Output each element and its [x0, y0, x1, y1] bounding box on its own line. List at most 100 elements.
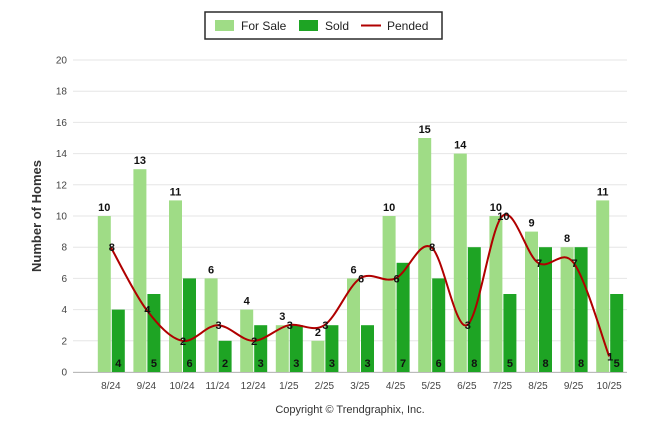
x-tick-label: 4/25: [386, 381, 406, 392]
bar-sold: [396, 262, 410, 372]
bar-for-sale: [311, 340, 325, 372]
copyright-text: Copyright © Trendgraphix, Inc.: [275, 404, 424, 416]
y-tick-label: 20: [56, 56, 68, 67]
legend-box: [204, 11, 443, 40]
bar-for-sale: [453, 153, 467, 372]
bar-sold: [432, 278, 446, 372]
y-tick-label: 2: [61, 336, 67, 347]
bar-for-sale: [275, 325, 289, 372]
x-tick-label: 8/24: [101, 381, 121, 392]
data-label-pended: 6: [394, 273, 400, 285]
data-label-sold: 5: [151, 358, 157, 370]
data-label-for-sale: 13: [134, 155, 146, 167]
data-label-pended: 3: [216, 320, 222, 332]
pended-line: [109, 213, 611, 357]
bar-sold: [183, 278, 196, 372]
data-label-pended: 6: [358, 273, 364, 285]
x-tick-label: 7/25: [493, 381, 513, 392]
bar-for-sale: [418, 138, 432, 372]
legend: For Sale Sold Pended: [204, 11, 443, 40]
y-tick-label: 10: [56, 212, 68, 223]
x-tick-label: 10/24: [169, 381, 194, 392]
data-label-for-sale: 2: [315, 327, 321, 339]
bar-for-sale: [382, 216, 396, 372]
data-label-pended: 2: [251, 336, 257, 348]
data-label-sold: 3: [329, 358, 335, 370]
y-tick-label: 4: [61, 305, 67, 316]
bar-for-sale: [525, 231, 538, 372]
data-label-sold: 8: [542, 358, 548, 370]
data-labels: 1041351166243332363107156148105988811584…: [98, 124, 620, 370]
data-label-for-sale: 15: [419, 124, 431, 136]
data-label-pended: 3: [465, 320, 471, 332]
data-label-for-sale: 11: [597, 186, 609, 198]
y-tick-label: 16: [56, 118, 68, 129]
data-label-pended: 8: [109, 242, 115, 254]
data-label-sold: 4: [115, 358, 122, 370]
data-label-sold: 6: [436, 358, 442, 370]
data-label-pended: 10: [497, 211, 509, 223]
y-tick-label: 0: [61, 368, 67, 379]
bar-for-sale: [169, 200, 182, 372]
data-label-for-sale: 6: [350, 264, 356, 276]
data-label-sold: 8: [471, 358, 477, 370]
x-tick-label: 12/24: [241, 381, 266, 392]
x-tick-label: 5/25: [421, 381, 441, 392]
data-label-pended: 1: [607, 351, 613, 363]
bar-for-sale: [240, 309, 254, 372]
bar-for-sale: [489, 216, 503, 372]
bar-sold: [218, 340, 232, 372]
data-label-pended: 8: [429, 242, 435, 254]
data-label-pended: 3: [322, 320, 328, 332]
bar-sold: [574, 247, 588, 372]
bar-sold: [503, 294, 517, 372]
data-label-sold: 5: [614, 358, 620, 370]
legend-label-for-sale: For Sale: [241, 19, 287, 33]
bar-sold: [289, 325, 303, 372]
y-axis-ticks: 0 2 4 6 8 10 12 14 16 18 20: [56, 56, 68, 379]
legend-swatch-for-sale: [215, 20, 234, 31]
data-label-sold: 3: [364, 358, 370, 370]
data-label-pended: 3: [287, 320, 293, 332]
bar-for-sale: [560, 247, 574, 372]
x-tick-label: 1/25: [279, 381, 299, 392]
bar-sold: [610, 294, 624, 372]
y-tick-label: 12: [56, 180, 68, 191]
data-label-sold: 7: [400, 358, 406, 370]
x-tick-label: 2/25: [315, 381, 335, 392]
bars: [97, 138, 624, 372]
data-label-for-sale: 11: [170, 186, 182, 198]
y-axis-label: Number of Homes: [29, 160, 44, 272]
legend-label-sold: Sold: [325, 19, 349, 33]
x-tick-label: 11/24: [205, 381, 230, 392]
y-tick-label: 6: [61, 274, 67, 285]
data-label-sold: 6: [186, 358, 192, 370]
data-label-for-sale: 9: [528, 218, 534, 230]
data-label-sold: 3: [293, 358, 299, 370]
legend-swatch-sold: [299, 20, 318, 31]
y-tick-label: 14: [56, 149, 68, 160]
data-label-sold: 3: [258, 358, 264, 370]
data-label-pended: 7: [572, 258, 578, 270]
data-label-for-sale: 4: [244, 296, 251, 308]
y-tick-label: 8: [61, 243, 67, 254]
data-label-for-sale: 10: [98, 202, 110, 214]
bar-for-sale: [204, 278, 218, 372]
legend-label-pended: Pended: [387, 19, 428, 33]
bar-sold: [361, 325, 374, 372]
x-tick-label: 9/25: [564, 381, 584, 392]
bar-sold: [111, 309, 125, 372]
bar-for-sale: [133, 169, 147, 372]
data-label-sold: 5: [507, 358, 513, 370]
bar-for-sale: [596, 200, 610, 372]
data-label-sold: 2: [222, 358, 228, 370]
data-label-pended: 2: [180, 336, 186, 348]
x-tick-label: 10/25: [597, 381, 622, 392]
x-axis-ticks: 8/24 9/24 10/24 11/24 12/24 1/25 2/25 3/25 4/25 5…: [101, 381, 622, 392]
data-label-for-sale: 10: [490, 202, 502, 214]
x-tick-label: 3/25: [350, 381, 370, 392]
bar-for-sale: [97, 216, 111, 372]
x-tick-label: 6/25: [457, 381, 477, 392]
data-label-for-sale: 8: [564, 233, 570, 245]
